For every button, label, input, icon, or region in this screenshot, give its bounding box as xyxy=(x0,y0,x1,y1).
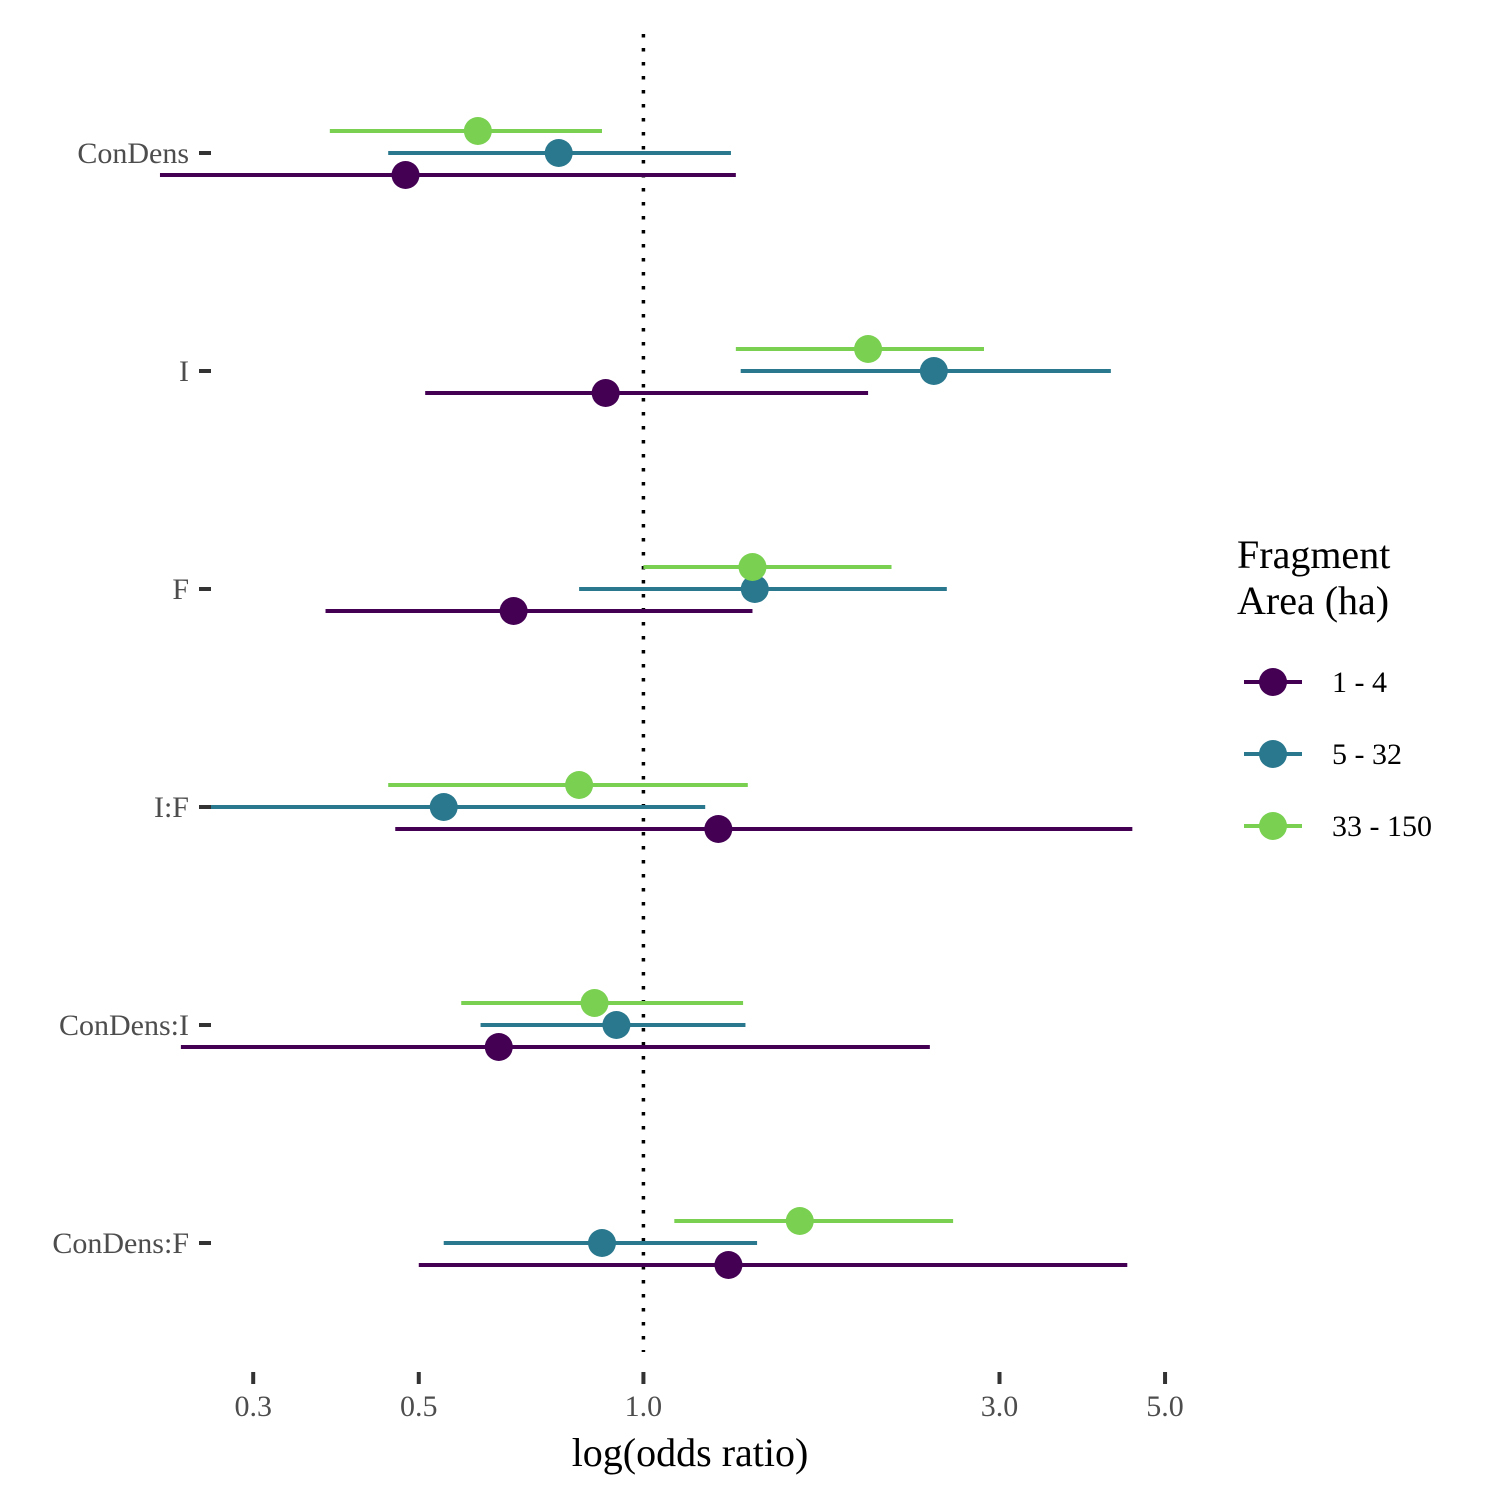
point-layer xyxy=(391,117,948,1279)
point-I:F-1 - 4 xyxy=(704,815,733,843)
legend-key-point xyxy=(1259,668,1287,696)
point-ConDens:I-5 - 32 xyxy=(602,1011,631,1039)
point-ConDens-33 - 150 xyxy=(463,117,492,145)
y-tick-label: I:F xyxy=(154,791,189,824)
y-tick-label: ConDens:F xyxy=(52,1227,189,1260)
point-ConDens:I-1 - 4 xyxy=(484,1033,513,1061)
point-ConDens-5 - 32 xyxy=(544,139,573,167)
x-tick-label: 0.3 xyxy=(234,1390,272,1423)
y-tick-label: ConDens xyxy=(77,137,189,170)
x-tick-label: 3.0 xyxy=(981,1390,1019,1423)
y-tick-label: ConDens:I xyxy=(59,1009,189,1042)
point-ConDens:I-33 - 150 xyxy=(580,989,609,1017)
legend-title: Fragment xyxy=(1237,532,1390,577)
point-F-33 - 150 xyxy=(738,553,767,581)
x-tick-label: 5.0 xyxy=(1146,1390,1184,1423)
point-I:F-33 - 150 xyxy=(565,771,594,799)
x-axis-title: log(odds ratio) xyxy=(572,1430,809,1475)
point-I-1 - 4 xyxy=(591,379,620,407)
legend-label: 1 - 4 xyxy=(1332,666,1387,699)
x-axis: 0.3 0.5 1.0 3.0 5.0 xyxy=(234,1372,1184,1423)
legend-label: 5 - 32 xyxy=(1332,738,1402,771)
legend-key-point xyxy=(1259,812,1287,840)
point-ConDens-1 - 4 xyxy=(391,161,420,189)
y-tick-label: I xyxy=(179,355,189,388)
legend-key-point xyxy=(1259,740,1287,768)
x-tick-label: 0.5 xyxy=(400,1390,438,1423)
legend-title: Area (ha) xyxy=(1237,578,1389,623)
point-F-1 - 4 xyxy=(499,597,528,625)
point-I-5 - 32 xyxy=(919,357,948,385)
x-tick-label: 1.0 xyxy=(625,1390,663,1423)
legend-label: 33 - 150 xyxy=(1332,810,1432,843)
point-ConDens:F-1 - 4 xyxy=(714,1251,743,1279)
point-I-33 - 150 xyxy=(854,335,883,363)
point-F-5 - 32 xyxy=(740,575,769,603)
interval-layer xyxy=(159,129,1133,1267)
point-ConDens:F-5 - 32 xyxy=(587,1229,616,1257)
y-tick-label: F xyxy=(172,573,189,606)
point-I:F-5 - 32 xyxy=(429,793,458,821)
point-ConDens:F-33 - 150 xyxy=(785,1207,814,1235)
y-axis: ConDens I F I:F ConDens:I ConDens:F xyxy=(52,137,211,1260)
